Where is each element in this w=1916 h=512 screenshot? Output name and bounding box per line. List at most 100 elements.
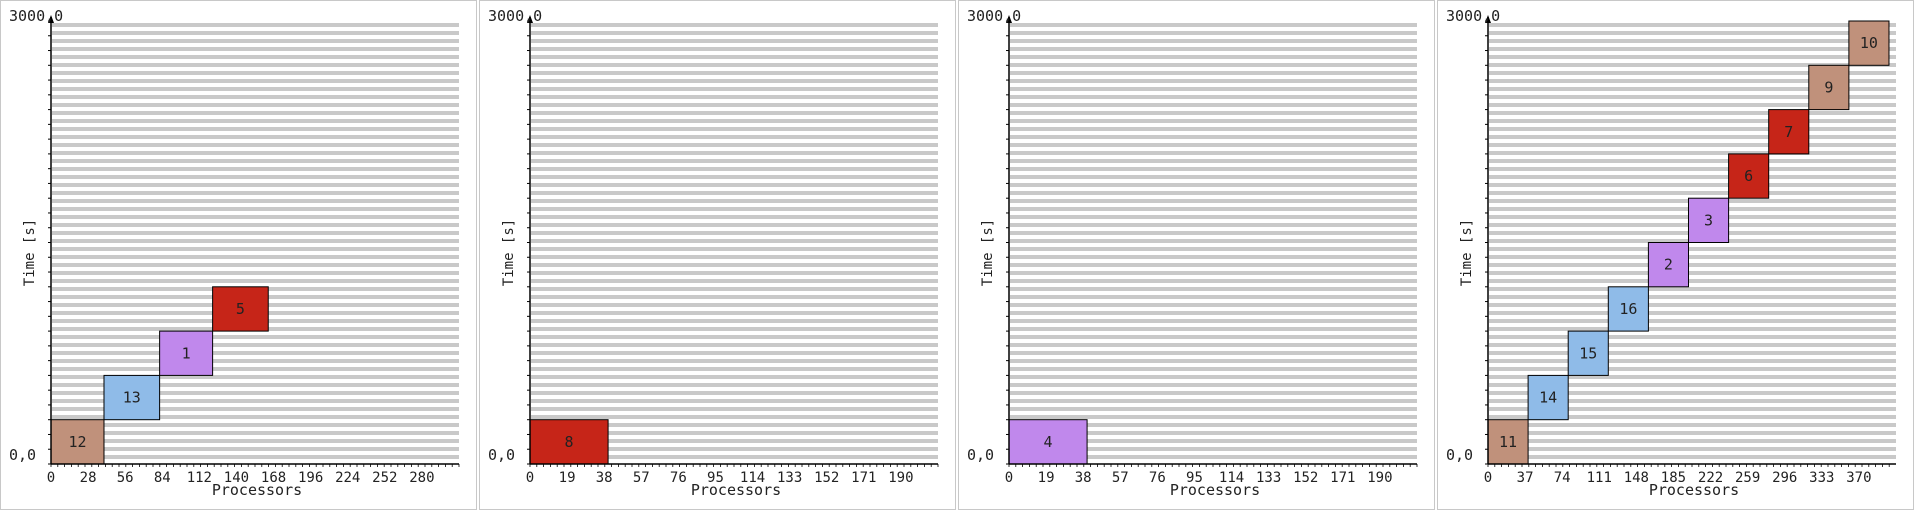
y-zero-label: 0,0 xyxy=(488,446,515,464)
stripe-row xyxy=(1010,63,1417,67)
stripe-row xyxy=(1010,87,1417,91)
stripe-row xyxy=(531,319,938,323)
task-block: 15 xyxy=(1567,330,1609,376)
stripe-row xyxy=(531,55,938,59)
x-axis-title: Processors xyxy=(212,481,302,499)
stripe-row xyxy=(1489,391,1896,395)
task-label: 13 xyxy=(123,389,141,407)
stripe-row xyxy=(52,223,459,227)
stripe-row xyxy=(1010,119,1417,123)
x-tick-label: 222 xyxy=(1698,470,1723,486)
task-rect xyxy=(1768,109,1810,155)
stripe-row xyxy=(1489,335,1896,339)
stripe-row xyxy=(1010,399,1417,403)
stripe-row xyxy=(52,55,459,59)
stripe-row xyxy=(531,335,938,339)
task-label: 16 xyxy=(1619,300,1637,318)
stripe-row xyxy=(1489,327,1896,331)
stripe-row xyxy=(1489,367,1896,371)
stripe-row xyxy=(531,39,938,43)
stripe-row xyxy=(1489,159,1896,163)
stripe-row xyxy=(52,447,459,451)
stripe-row xyxy=(52,95,459,99)
stripe-row xyxy=(1489,319,1896,323)
x-tick-label: 95 xyxy=(707,470,724,486)
stripe-row xyxy=(1489,295,1896,299)
stripe-row xyxy=(531,175,938,179)
stripe-row xyxy=(52,47,459,51)
stripe-row xyxy=(1489,111,1896,115)
x-tick-label: 114 xyxy=(740,470,765,486)
x-tick-label: 19 xyxy=(559,470,576,486)
x-tick-label: 84 xyxy=(154,470,171,486)
stripe-row xyxy=(531,103,938,107)
x-tick-label: 152 xyxy=(814,470,839,486)
stripe-row xyxy=(1010,151,1417,155)
stripe-row xyxy=(1010,215,1417,219)
stripe-row xyxy=(1010,159,1417,163)
stripe-row xyxy=(1010,415,1417,419)
stripe-row xyxy=(52,23,459,27)
task-label: 14 xyxy=(1539,389,1557,407)
chart-panel-1: 12 13 1 5 0 28 56 84 112 140 168 196 224 252 280 3000,0… xyxy=(0,0,477,510)
stripe-row xyxy=(52,151,459,155)
task-block: 11 xyxy=(1487,419,1529,465)
stripe-row xyxy=(1010,255,1417,259)
stripe-row xyxy=(531,303,938,307)
task-rect xyxy=(1487,419,1529,465)
stripe-row xyxy=(531,287,938,291)
stripe-row xyxy=(1489,383,1896,387)
stripe-row xyxy=(531,447,938,451)
stripe-row xyxy=(52,359,459,363)
task-block: 4 xyxy=(1008,419,1088,465)
task-label: 11 xyxy=(1499,433,1517,451)
stripe-row xyxy=(531,111,938,115)
task-block: 5 xyxy=(212,286,269,332)
x-tick-label: 171 xyxy=(1330,470,1355,486)
stripe-row xyxy=(52,263,459,267)
stripe-row xyxy=(52,423,459,427)
task-rect xyxy=(103,374,161,421)
stripe-row xyxy=(52,407,459,411)
stripe-row xyxy=(531,455,938,459)
task-block: 1 xyxy=(159,330,214,376)
stripe-row xyxy=(52,79,459,83)
x-tick-label: 224 xyxy=(335,470,360,486)
task-rect xyxy=(1728,153,1770,199)
stripe-row xyxy=(1010,343,1417,347)
stripe-row xyxy=(52,63,459,67)
x-axis-title: Processors xyxy=(1649,481,1739,499)
stripe-row xyxy=(1489,23,1896,27)
stripe-row xyxy=(52,215,459,219)
stripe-row xyxy=(531,367,938,371)
stripe-row xyxy=(52,103,459,107)
chart-panel-3: 4 0 19 38 57 76 95 114 133 152 171 190 3000,0 0,0 Time… xyxy=(958,0,1435,510)
stripe-row xyxy=(1010,23,1417,27)
stripe-row xyxy=(531,71,938,75)
stripe-row xyxy=(52,367,459,371)
stripe-row xyxy=(531,223,938,227)
x-axis-title: Processors xyxy=(1170,481,1260,499)
stripe-row xyxy=(52,199,459,203)
stripe-row xyxy=(1489,183,1896,187)
stripe-row xyxy=(52,439,459,443)
stripe-row xyxy=(1010,199,1417,203)
chart-panel-4: 11 14 15 16 2 3 6 7 9 10 0 37 74 111 148 185 222 259 296 33… xyxy=(1437,0,1914,510)
stripe-row xyxy=(1489,31,1896,35)
x-tick-label: 296 xyxy=(1772,470,1797,486)
stripe-row xyxy=(1489,375,1896,379)
task-block: 7 xyxy=(1768,109,1810,155)
stripe-row xyxy=(531,47,938,51)
stripe-row xyxy=(1010,383,1417,387)
stripe-row xyxy=(531,431,938,435)
stripe-row xyxy=(1010,135,1417,139)
x-tick-label: 196 xyxy=(298,470,323,486)
stripe-row xyxy=(1489,423,1896,427)
stripe-row xyxy=(1489,303,1896,307)
stripe-row xyxy=(1489,359,1896,363)
stripe-row xyxy=(1010,39,1417,43)
stripe-row xyxy=(52,135,459,139)
stripe-row xyxy=(1489,63,1896,67)
stripe-row xyxy=(531,119,938,123)
stripe-row xyxy=(1010,447,1417,451)
